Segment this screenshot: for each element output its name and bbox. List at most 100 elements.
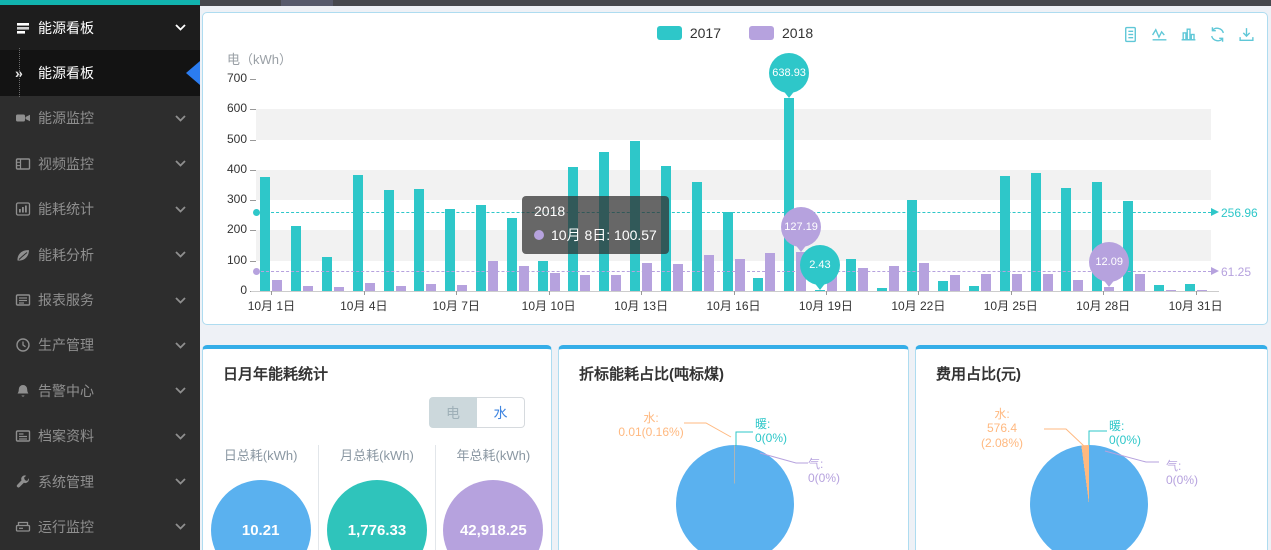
bar-2018[interactable] xyxy=(518,266,529,291)
bar-2017[interactable] xyxy=(506,217,517,291)
bar-2017[interactable] xyxy=(476,205,487,291)
sidebar-item-operation-monitoring[interactable]: 运行监控 xyxy=(0,504,200,549)
bar-2017[interactable] xyxy=(352,175,363,291)
toggle-button-电[interactable]: 电 xyxy=(429,397,477,428)
sidebar-item-consumption-analysis[interactable]: 能耗分析 xyxy=(0,232,200,277)
bar-2018[interactable] xyxy=(857,268,868,291)
bar-2017[interactable] xyxy=(1122,201,1133,291)
bar-2017[interactable] xyxy=(1061,187,1072,291)
bar-2018[interactable] xyxy=(580,275,591,291)
markpoint-max-2017: 638.93 xyxy=(769,52,810,98)
bar-2017[interactable] xyxy=(414,188,425,291)
bar-2018[interactable] xyxy=(488,260,499,291)
stat-label: 年总耗(kWh) xyxy=(456,448,531,463)
bar-2018[interactable] xyxy=(1134,274,1145,291)
bar-2018[interactable] xyxy=(1104,287,1115,291)
legend-item-2018[interactable]: 2018 xyxy=(749,25,813,41)
x-axis-tick xyxy=(271,291,273,295)
stat-value-circle: 10.21 xyxy=(210,480,311,550)
bar-2018[interactable] xyxy=(1165,290,1176,291)
data-view-icon[interactable] xyxy=(1122,26,1139,43)
bar-2018[interactable] xyxy=(1042,274,1053,291)
bar-2017[interactable] xyxy=(537,260,548,291)
sidebar-item-archive-data[interactable]: 档案资料 xyxy=(0,414,200,459)
top-bar-tab-indicator xyxy=(281,0,333,6)
pie-chart[interactable] xyxy=(676,445,794,550)
sidebar-item-system-management[interactable]: 系统管理 xyxy=(0,459,200,504)
x-axis-tick xyxy=(1195,291,1197,295)
bar-2017[interactable] xyxy=(784,97,795,291)
sidebar-item-energy-dashboard[interactable]: 能源看板 xyxy=(0,5,200,51)
sidebar-item-production-management[interactable]: 生产管理 xyxy=(0,323,200,368)
sidebar-item-report-service[interactable]: 报表服务 xyxy=(0,277,200,322)
bar-2017[interactable] xyxy=(1184,284,1195,291)
chevron-down-icon xyxy=(175,160,186,168)
card-title: 日月年能耗统计 xyxy=(223,366,329,383)
bar-2018[interactable] xyxy=(549,272,560,291)
y-axis-label: 500 xyxy=(226,131,247,146)
bar-chart-icon[interactable] xyxy=(1180,26,1197,43)
bar-2018[interactable] xyxy=(457,284,468,291)
bar-2018[interactable] xyxy=(364,282,375,291)
bar-chart-plot[interactable]: 638.93 127.19 2.43 12.09 xyxy=(253,52,1219,291)
bar-2018[interactable] xyxy=(1196,290,1207,291)
line-chart-icon[interactable] xyxy=(1151,26,1168,43)
legend-item-2017[interactable]: 2017 xyxy=(656,25,721,41)
bar-2017[interactable] xyxy=(722,211,733,291)
pie-chart[interactable] xyxy=(1030,445,1148,550)
bar-2018[interactable] xyxy=(672,264,683,291)
bar-2017[interactable] xyxy=(907,200,918,291)
bar-2017[interactable] xyxy=(845,259,856,291)
bar-2017[interactable] xyxy=(260,177,271,291)
bar-2018[interactable] xyxy=(703,254,714,291)
bar-2017[interactable] xyxy=(814,290,825,291)
bar-2018[interactable] xyxy=(395,286,406,291)
bar-2017[interactable] xyxy=(322,257,333,291)
sidebar-item-consumption-statistics[interactable]: 能耗统计 xyxy=(0,187,200,232)
bar-2018[interactable] xyxy=(1073,279,1084,291)
bar-2017[interactable] xyxy=(445,208,456,291)
bar-2017[interactable] xyxy=(1153,285,1164,291)
top-bar xyxy=(200,0,1271,6)
bar-2018[interactable] xyxy=(303,286,314,291)
bar-2017[interactable] xyxy=(291,225,302,291)
bar-2017[interactable] xyxy=(999,175,1010,291)
bar-2018[interactable] xyxy=(611,274,622,291)
bar-2018[interactable] xyxy=(919,263,930,291)
bar-2017[interactable] xyxy=(383,189,394,291)
bar-2017[interactable] xyxy=(968,285,979,291)
toggle-button-水[interactable]: 水 xyxy=(477,397,525,428)
bar-2018[interactable] xyxy=(888,265,899,291)
x-axis-label: 10月 16日 xyxy=(706,299,761,313)
download-icon[interactable] xyxy=(1238,26,1255,43)
bar-2017[interactable] xyxy=(938,281,949,291)
bar-2017[interactable] xyxy=(1092,181,1103,291)
sidebar-item-energy-dashboard-sub[interactable]: » 能源看板 xyxy=(0,48,200,98)
sidebar-item-video-monitoring[interactable]: 视频监控 xyxy=(0,141,200,186)
chevron-down-icon xyxy=(175,387,186,395)
restore-icon[interactable] xyxy=(1209,26,1226,43)
tooltip-series-dot xyxy=(534,230,544,240)
stat-value-circle: 42,918.25 xyxy=(443,480,544,550)
bar-2017[interactable] xyxy=(876,288,887,291)
bar-2018[interactable] xyxy=(426,283,437,291)
y-axis-label: 700 xyxy=(226,71,247,85)
y-axis-label: 600 xyxy=(226,101,247,116)
bar-2017[interactable] xyxy=(1030,172,1041,291)
bar-2017[interactable] xyxy=(753,278,764,291)
y-axis-label: 400 xyxy=(226,161,247,176)
bar-2018[interactable] xyxy=(642,263,653,291)
sidebar-item-alarm-center[interactable]: 告警中心 xyxy=(0,368,200,413)
bar-2018[interactable] xyxy=(272,279,283,291)
bar-2018[interactable] xyxy=(734,259,745,291)
sidebar-item-energy-monitoring[interactable]: 能源监控 xyxy=(0,96,200,141)
bar-2017[interactable] xyxy=(691,181,702,291)
bar-2018[interactable] xyxy=(950,275,961,291)
bar-2018[interactable] xyxy=(980,274,991,291)
markpoint-bubble: 638.93 xyxy=(769,52,810,93)
y-axis-label: 300 xyxy=(226,192,247,207)
bar-2018[interactable] xyxy=(334,287,345,291)
bar-2018[interactable] xyxy=(1011,274,1022,291)
chevron-down-icon xyxy=(175,296,186,304)
sidebar-item-label: 档案资料 xyxy=(38,428,94,445)
